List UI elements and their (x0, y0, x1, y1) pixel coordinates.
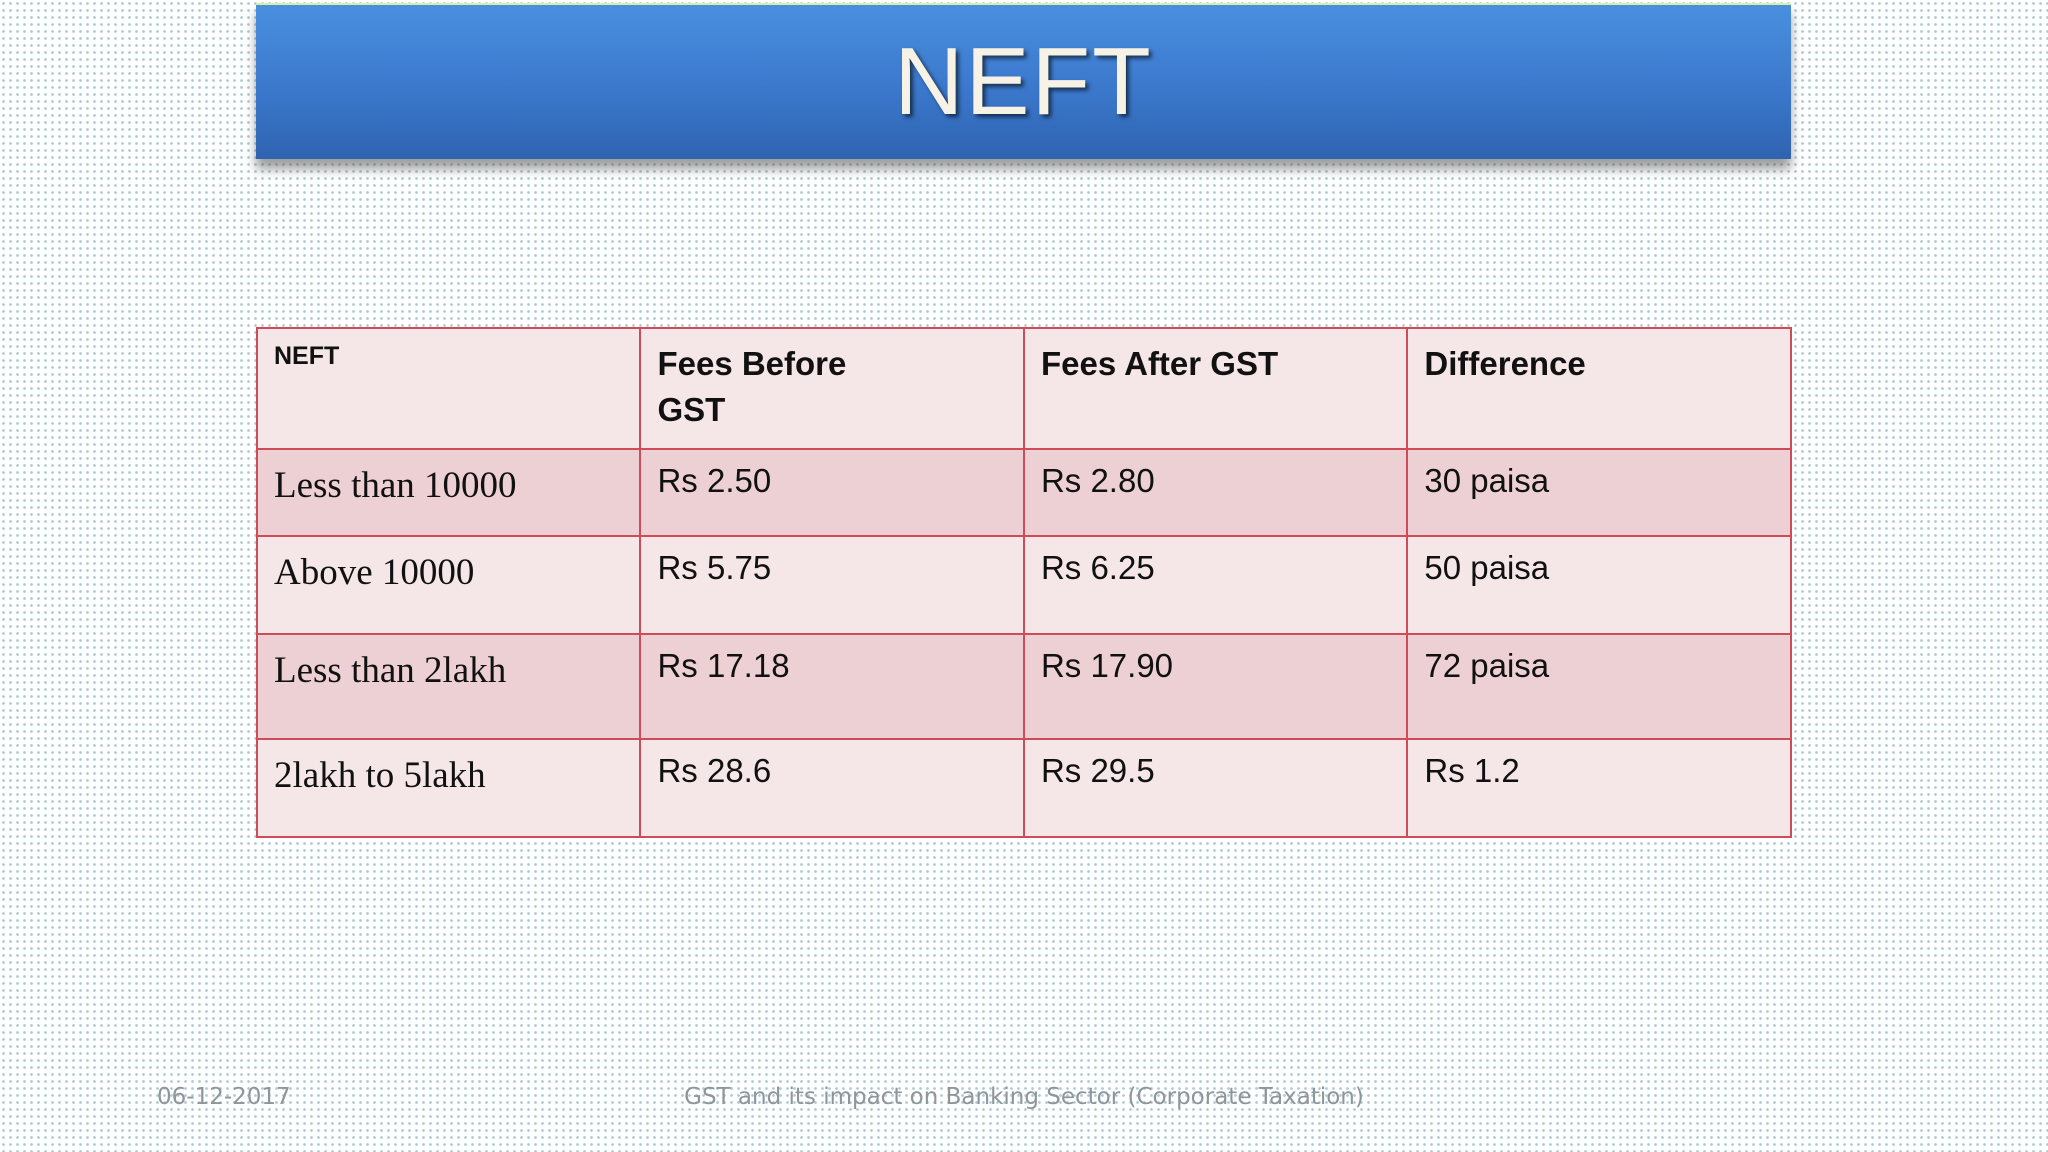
table-cell: Rs 2.80 (1022, 448, 1409, 537)
table-cell: 72 paisa (1406, 633, 1792, 740)
table-cell: Rs 28.6 (639, 738, 1025, 838)
column-header: Fees Before GST (639, 327, 1025, 450)
table-row: 2lakh to 5lakh Rs 28.6 Rs 29.5 Rs 1.2 (255, 738, 1792, 838)
table-cell: Rs 1.2 (1406, 738, 1792, 838)
table-cell: Rs 2.50 (639, 448, 1025, 537)
column-header: Fees After GST (1022, 327, 1409, 450)
header-row: NEFT Fees Before GST Fees After GST Differe… (255, 327, 1792, 450)
table-cell: Rs 6.25 (1022, 535, 1409, 635)
footer-date: 06-12-2017 (157, 1084, 291, 1110)
table-row: Less than 10000 Rs 2.50 Rs 2.80 30 paisa (255, 448, 1792, 537)
table-cell: 50 paisa (1406, 535, 1792, 635)
table-cell: Rs 29.5 (1022, 738, 1409, 838)
table-cell: Less than 10000 (255, 448, 642, 537)
fees-table: NEFT Fees Before GST Fees After GST Differe… (255, 327, 1792, 838)
column-header: Difference (1406, 327, 1792, 450)
slide-title: NEFT (894, 28, 1153, 135)
footer-text: GST and its impact on Banking Sector (Co… (684, 1084, 1364, 1110)
table-cell: Rs 17.18 (639, 633, 1025, 740)
table-cell: 30 paisa (1406, 448, 1792, 537)
table-row: Less than 2lakh Rs 17.18 Rs 17.90 72 paisa (255, 633, 1792, 740)
table-row: Above 10000 Rs 5.75 Rs 6.25 50 paisa (255, 535, 1792, 635)
table-cell: 2lakh to 5lakh (255, 738, 642, 838)
title-banner: NEFT (256, 3, 1791, 159)
column-header: NEFT (255, 327, 642, 450)
table-cell: Less than 2lakh (255, 633, 642, 740)
table-cell: Above 10000 (255, 535, 642, 635)
table-cell: Rs 17.90 (1022, 633, 1409, 740)
table-cell: Rs 5.75 (639, 535, 1025, 635)
